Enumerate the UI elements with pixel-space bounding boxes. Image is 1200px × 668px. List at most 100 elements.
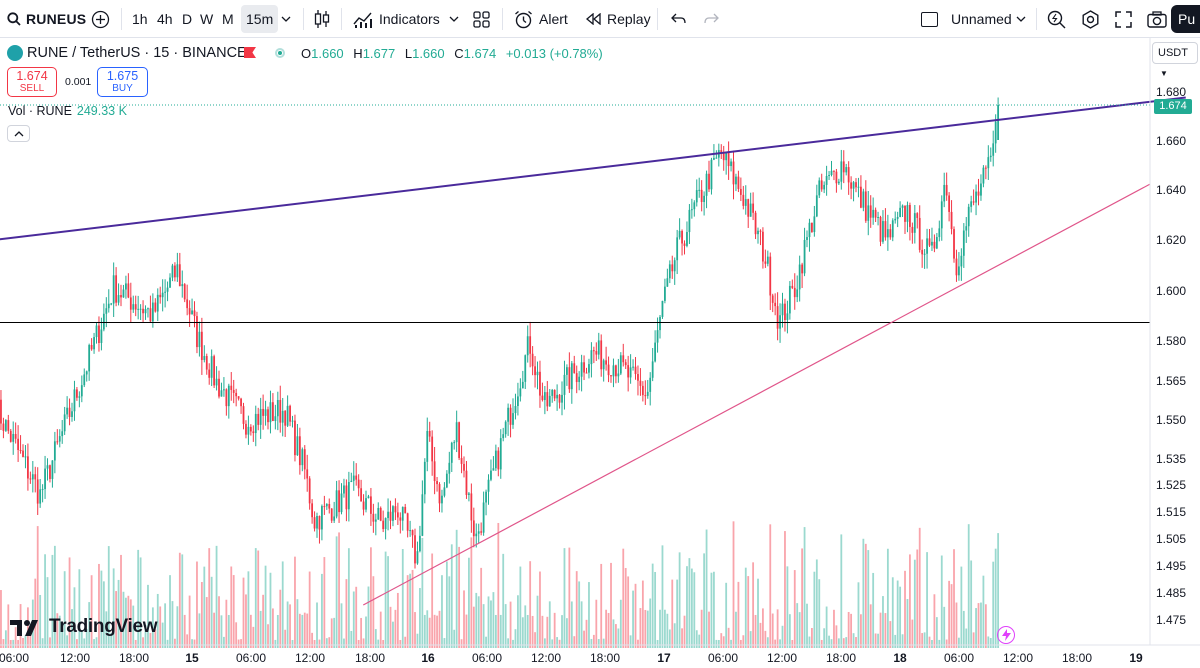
chevron-down-icon[interactable] [281,0,291,38]
volume-bar [183,614,186,648]
chevron-down-icon[interactable] [1016,0,1026,38]
candle-body [404,506,407,514]
candle-body [58,436,61,442]
sell-button[interactable]: 1.674 SELL [7,67,57,97]
interval-15m[interactable]: 15m [241,5,279,33]
volume-bar [240,639,242,648]
candle-body [796,289,799,298]
compare-symbol-button[interactable] [91,0,110,38]
price-chart[interactable]: 1.680 1.660 1.640 1.620 1.600 1.580 1.565 1.550… [0,38,1200,668]
candle [472,507,475,548]
chevron-down-icon[interactable] [449,0,459,38]
symbol-title[interactable]: RUNE / TetherUS · 15 · BINANCE [27,45,247,61]
symbol-search-button[interactable]: RUNEUS [26,11,87,27]
candle [252,425,255,442]
volume-bar [186,634,189,648]
candle [935,232,938,250]
replay-button[interactable]: Replay [607,11,651,27]
volume-bar [992,561,995,648]
volume-bar [700,609,703,648]
alert-button[interactable]: Alert [539,11,568,27]
candle [460,445,463,474]
candle [997,97,1000,140]
price-axis[interactable]: 1.680 1.660 1.640 1.620 1.600 1.580 1.565 1.550… [1149,38,1186,645]
indicators-button[interactable]: Indicators [379,11,440,27]
candle [852,180,855,202]
candle-body [223,389,225,391]
time-axis[interactable]: 06:00 12:00 18:00 15 06:00 12:00 18:00 16 06:00 1… [0,644,1200,665]
undo-icon[interactable] [671,0,687,38]
candle-body [27,456,29,479]
candle [534,356,536,388]
replay-rewind-icon[interactable] [585,0,601,38]
toolbar-divider [303,8,304,30]
volume-bar [708,611,710,648]
indicators-icon[interactable] [353,0,373,38]
candle [335,480,338,519]
volume-bar [225,599,228,648]
volume-legend[interactable]: Vol · RUNE 249.33 K [8,104,127,118]
settings-gear-icon[interactable] [1081,0,1100,38]
candle [548,389,551,407]
candle [970,195,973,213]
candle [115,267,118,307]
candle-body [788,285,791,314]
redo-icon[interactable] [703,0,719,38]
collapse-legend-button[interactable] [7,125,30,142]
interval-1h[interactable]: 1h [132,11,148,27]
candle-body [431,436,434,462]
interval-4h[interactable]: 4h [157,11,173,27]
candle-body [894,218,897,221]
interval-month[interactable]: M [222,11,234,27]
volume-bar [811,628,813,648]
alarm-clock-icon[interactable] [514,0,533,38]
publish-button[interactable]: Pu [1171,5,1200,33]
volume-bar [935,617,938,648]
candle [330,508,333,523]
volume-bar [112,568,115,648]
volume-bar [678,552,681,648]
candle-body [151,302,154,322]
candle [835,168,838,193]
fullscreen-icon[interactable] [1115,0,1132,38]
candle-body [56,441,59,443]
candle-body [668,264,671,279]
price-tick-label: 1.485 [1156,586,1186,600]
candle [958,252,960,281]
candle [602,358,605,382]
volume-bar [465,614,468,648]
buy-button[interactable]: 1.675 BUY [97,67,148,97]
layout-name-button[interactable]: Unnamed [951,11,1012,27]
time-tick-label: 12:00 [767,651,797,665]
volume-bar [845,637,848,648]
volume-bar [350,630,353,648]
tradingview-logo[interactable]: TradingView [10,616,158,638]
interval-week[interactable]: W [200,11,214,27]
candle [274,404,277,430]
candle [911,222,914,244]
interval-day[interactable]: D [182,11,193,27]
candle-body [100,329,103,343]
candles-chart-type-icon[interactable] [314,0,330,38]
search-icon[interactable] [7,0,21,38]
layout-icon[interactable] [921,0,938,38]
flag-icon[interactable] [244,47,256,58]
candle-body [80,385,83,397]
candle [509,404,512,438]
currency-select[interactable]: USDT ▼ [1152,42,1198,78]
volume-bar [673,623,676,648]
candle [492,456,495,471]
drawings[interactable] [0,96,1186,606]
quick-search-icon[interactable] [1047,0,1066,38]
volume-bar [629,635,632,648]
camera-snapshot-icon[interactable] [1147,0,1167,38]
candle [345,479,348,522]
candle [210,349,213,387]
candle-body [144,308,147,314]
lightning-icon[interactable] [997,626,1015,644]
templates-grid-icon[interactable] [473,0,490,38]
candle-body [186,299,189,309]
candle-body [568,367,571,390]
candle-body [722,152,725,161]
candle-body [578,376,581,383]
